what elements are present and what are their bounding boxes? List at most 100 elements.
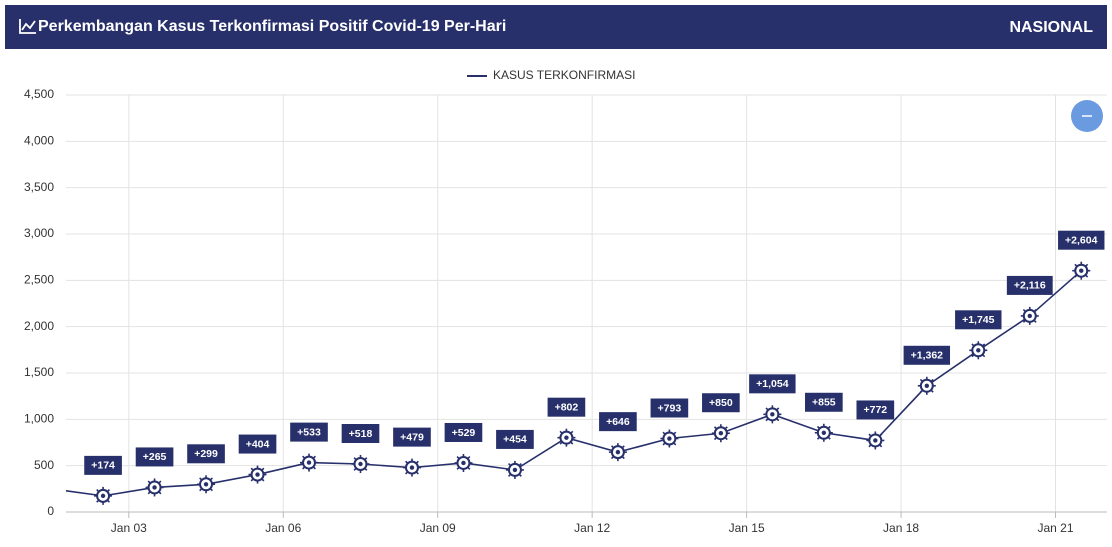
virus-core [564, 435, 569, 440]
virus-core [667, 436, 672, 441]
virus-marker [1020, 306, 1039, 325]
virus-marker [866, 431, 885, 450]
value-label: +646 [606, 416, 630, 428]
value-label: +802 [555, 401, 579, 413]
virus-core [1079, 268, 1084, 273]
virus-core [873, 438, 878, 443]
virus-core [100, 493, 106, 499]
value-label-box [1006, 275, 1053, 295]
value-label-box [444, 422, 483, 442]
virus-core [461, 460, 466, 466]
virus-core [924, 383, 930, 388]
value-label-box [290, 422, 328, 442]
virus-spike [52, 489, 58, 495]
value-label-box [238, 434, 277, 454]
value-label: +518 [349, 428, 373, 440]
y-tick-label: 1,500 [24, 365, 54, 379]
virus-core [1027, 313, 1032, 319]
value-label-box [749, 374, 796, 394]
value-label-box [187, 444, 225, 464]
virus-marker [763, 405, 782, 424]
header-bar [5, 5, 1107, 49]
virus-marker [454, 453, 473, 472]
virus-core [409, 465, 415, 470]
virus-spike [45, 482, 51, 488]
y-tick-label: 4,500 [24, 87, 54, 101]
value-label: +1,745 [962, 314, 995, 326]
x-tick-label: Jan 18 [883, 521, 919, 535]
value-label: +2,116 [1014, 280, 1046, 292]
plot-area: +174 +265 +299 +404 +533 +518 +479 +529 +454 +802… [43, 230, 1105, 505]
virus-marker [917, 376, 936, 395]
value-label-box [341, 423, 380, 443]
value-label-box [955, 310, 1002, 330]
virus-marker [505, 460, 524, 479]
virus-marker [248, 465, 267, 484]
value-label-box [903, 345, 951, 365]
x-tick-label: Jan 03 [111, 521, 147, 535]
virus-marker [608, 443, 627, 462]
virus-spike [45, 489, 51, 495]
virus-core [512, 467, 518, 473]
virus-core [976, 348, 981, 353]
value-label: +174 [91, 460, 115, 472]
header-region: NASIONAL [1009, 19, 1093, 36]
value-label: +479 [400, 431, 424, 443]
value-label: +855 [812, 397, 836, 409]
virus-core [203, 482, 209, 487]
virus-marker [1072, 261, 1091, 280]
value-label: +1,362 [911, 350, 944, 362]
x-tick-label: Jan 15 [729, 521, 765, 535]
virus-core [49, 487, 53, 491]
value-label-box [84, 455, 122, 475]
y-tick-label: 2,500 [24, 273, 54, 287]
virus-marker [711, 424, 730, 443]
virus-core [152, 485, 157, 490]
virus-marker [197, 475, 216, 494]
y-tick-label: 3,500 [24, 180, 54, 194]
value-label: +793 [658, 402, 682, 414]
value-label-box [496, 429, 534, 449]
virus-core [718, 431, 724, 436]
virus-core [615, 449, 621, 455]
virus-marker [43, 480, 61, 498]
value-label: +1,054 [756, 378, 789, 390]
virus-marker [300, 453, 319, 472]
value-label-box [393, 427, 431, 447]
virus-core [770, 412, 775, 417]
virus-marker [351, 454, 370, 473]
header-title: Perkembangan Kasus Terkonfirmasi Positif… [38, 18, 506, 35]
virus-marker [969, 341, 988, 360]
legend-label: KASUS TERKONFIRMASI [493, 68, 635, 82]
virus-core [821, 430, 827, 435]
chart-icon [19, 19, 36, 34]
virus-marker [145, 478, 164, 497]
virus-marker [814, 423, 833, 442]
value-label: +850 [709, 397, 733, 409]
value-label-box [135, 447, 174, 467]
y-tick-label: 4,000 [24, 134, 54, 148]
value-label: +404 [246, 438, 270, 450]
y-tick-label: 1,000 [24, 412, 54, 426]
y-tick-label: 3,000 [24, 226, 54, 240]
value-label-box [547, 397, 586, 417]
virus-marker [402, 458, 421, 477]
x-tick-label: Jan 12 [574, 521, 610, 535]
value-label-box [702, 393, 740, 413]
virus-core [306, 460, 312, 465]
virus-marker [557, 428, 576, 447]
value-label-box [650, 398, 689, 418]
value-label: +533 [297, 426, 321, 438]
y-tick-label: 0 [47, 504, 54, 518]
value-label: +772 [863, 404, 887, 416]
virus-marker [94, 486, 113, 505]
value-label: +2,604 [1065, 234, 1098, 246]
virus-spike [52, 482, 58, 488]
value-label: +529 [452, 427, 476, 439]
x-tick-label: Jan 09 [420, 521, 456, 535]
grid [66, 94, 1107, 518]
value-label: +454 [503, 434, 527, 446]
value-label-box [805, 392, 843, 412]
